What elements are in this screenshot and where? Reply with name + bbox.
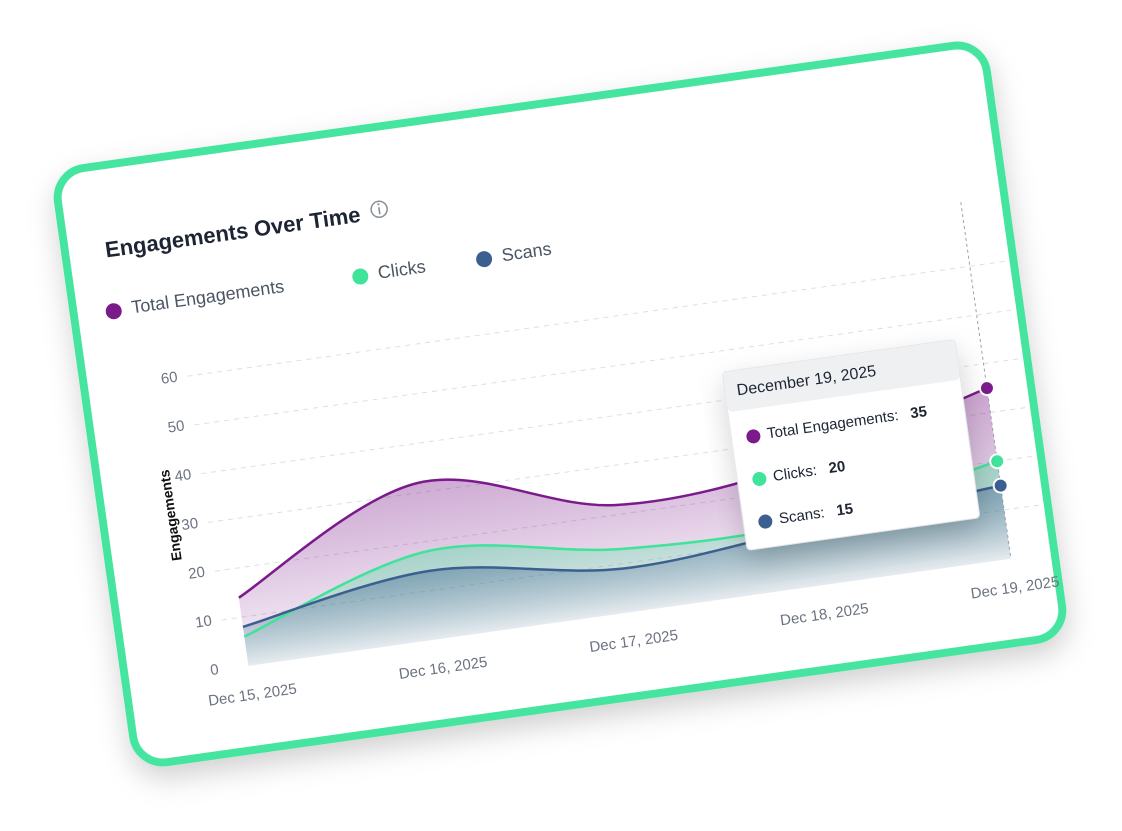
y-tick-label: 30	[180, 515, 199, 534]
tooltip-swatch	[746, 429, 761, 444]
tooltip-header	[723, 340, 960, 412]
tooltip-swatch	[752, 471, 767, 486]
tooltip-value: 20	[828, 458, 847, 477]
hover-point	[978, 380, 995, 397]
legend-swatch	[476, 251, 493, 268]
y-tick-label: 60	[160, 369, 179, 388]
tooltip-swatch	[758, 514, 773, 529]
tooltip-value: 35	[909, 403, 928, 422]
legend-swatch	[352, 268, 369, 285]
grid-line	[187, 259, 1014, 377]
tooltip-label: Scans:	[778, 504, 826, 527]
tooltip-value: 15	[835, 500, 854, 519]
y-tick-label: 0	[209, 661, 220, 679]
info-icon[interactable]	[370, 200, 388, 219]
tooltip-label: Clicks:	[772, 462, 818, 485]
y-tick-label: 40	[174, 466, 193, 485]
legend-swatch	[105, 303, 122, 320]
y-tick-label: 20	[187, 564, 206, 583]
hover-point	[992, 477, 1009, 494]
y-tick-label: 10	[194, 612, 213, 631]
grid-line	[194, 308, 1021, 426]
card: Engagements Over Time 0102030405060Engag…	[53, 41, 1067, 767]
hover-point	[989, 453, 1006, 470]
y-tick-label: 50	[167, 417, 186, 436]
